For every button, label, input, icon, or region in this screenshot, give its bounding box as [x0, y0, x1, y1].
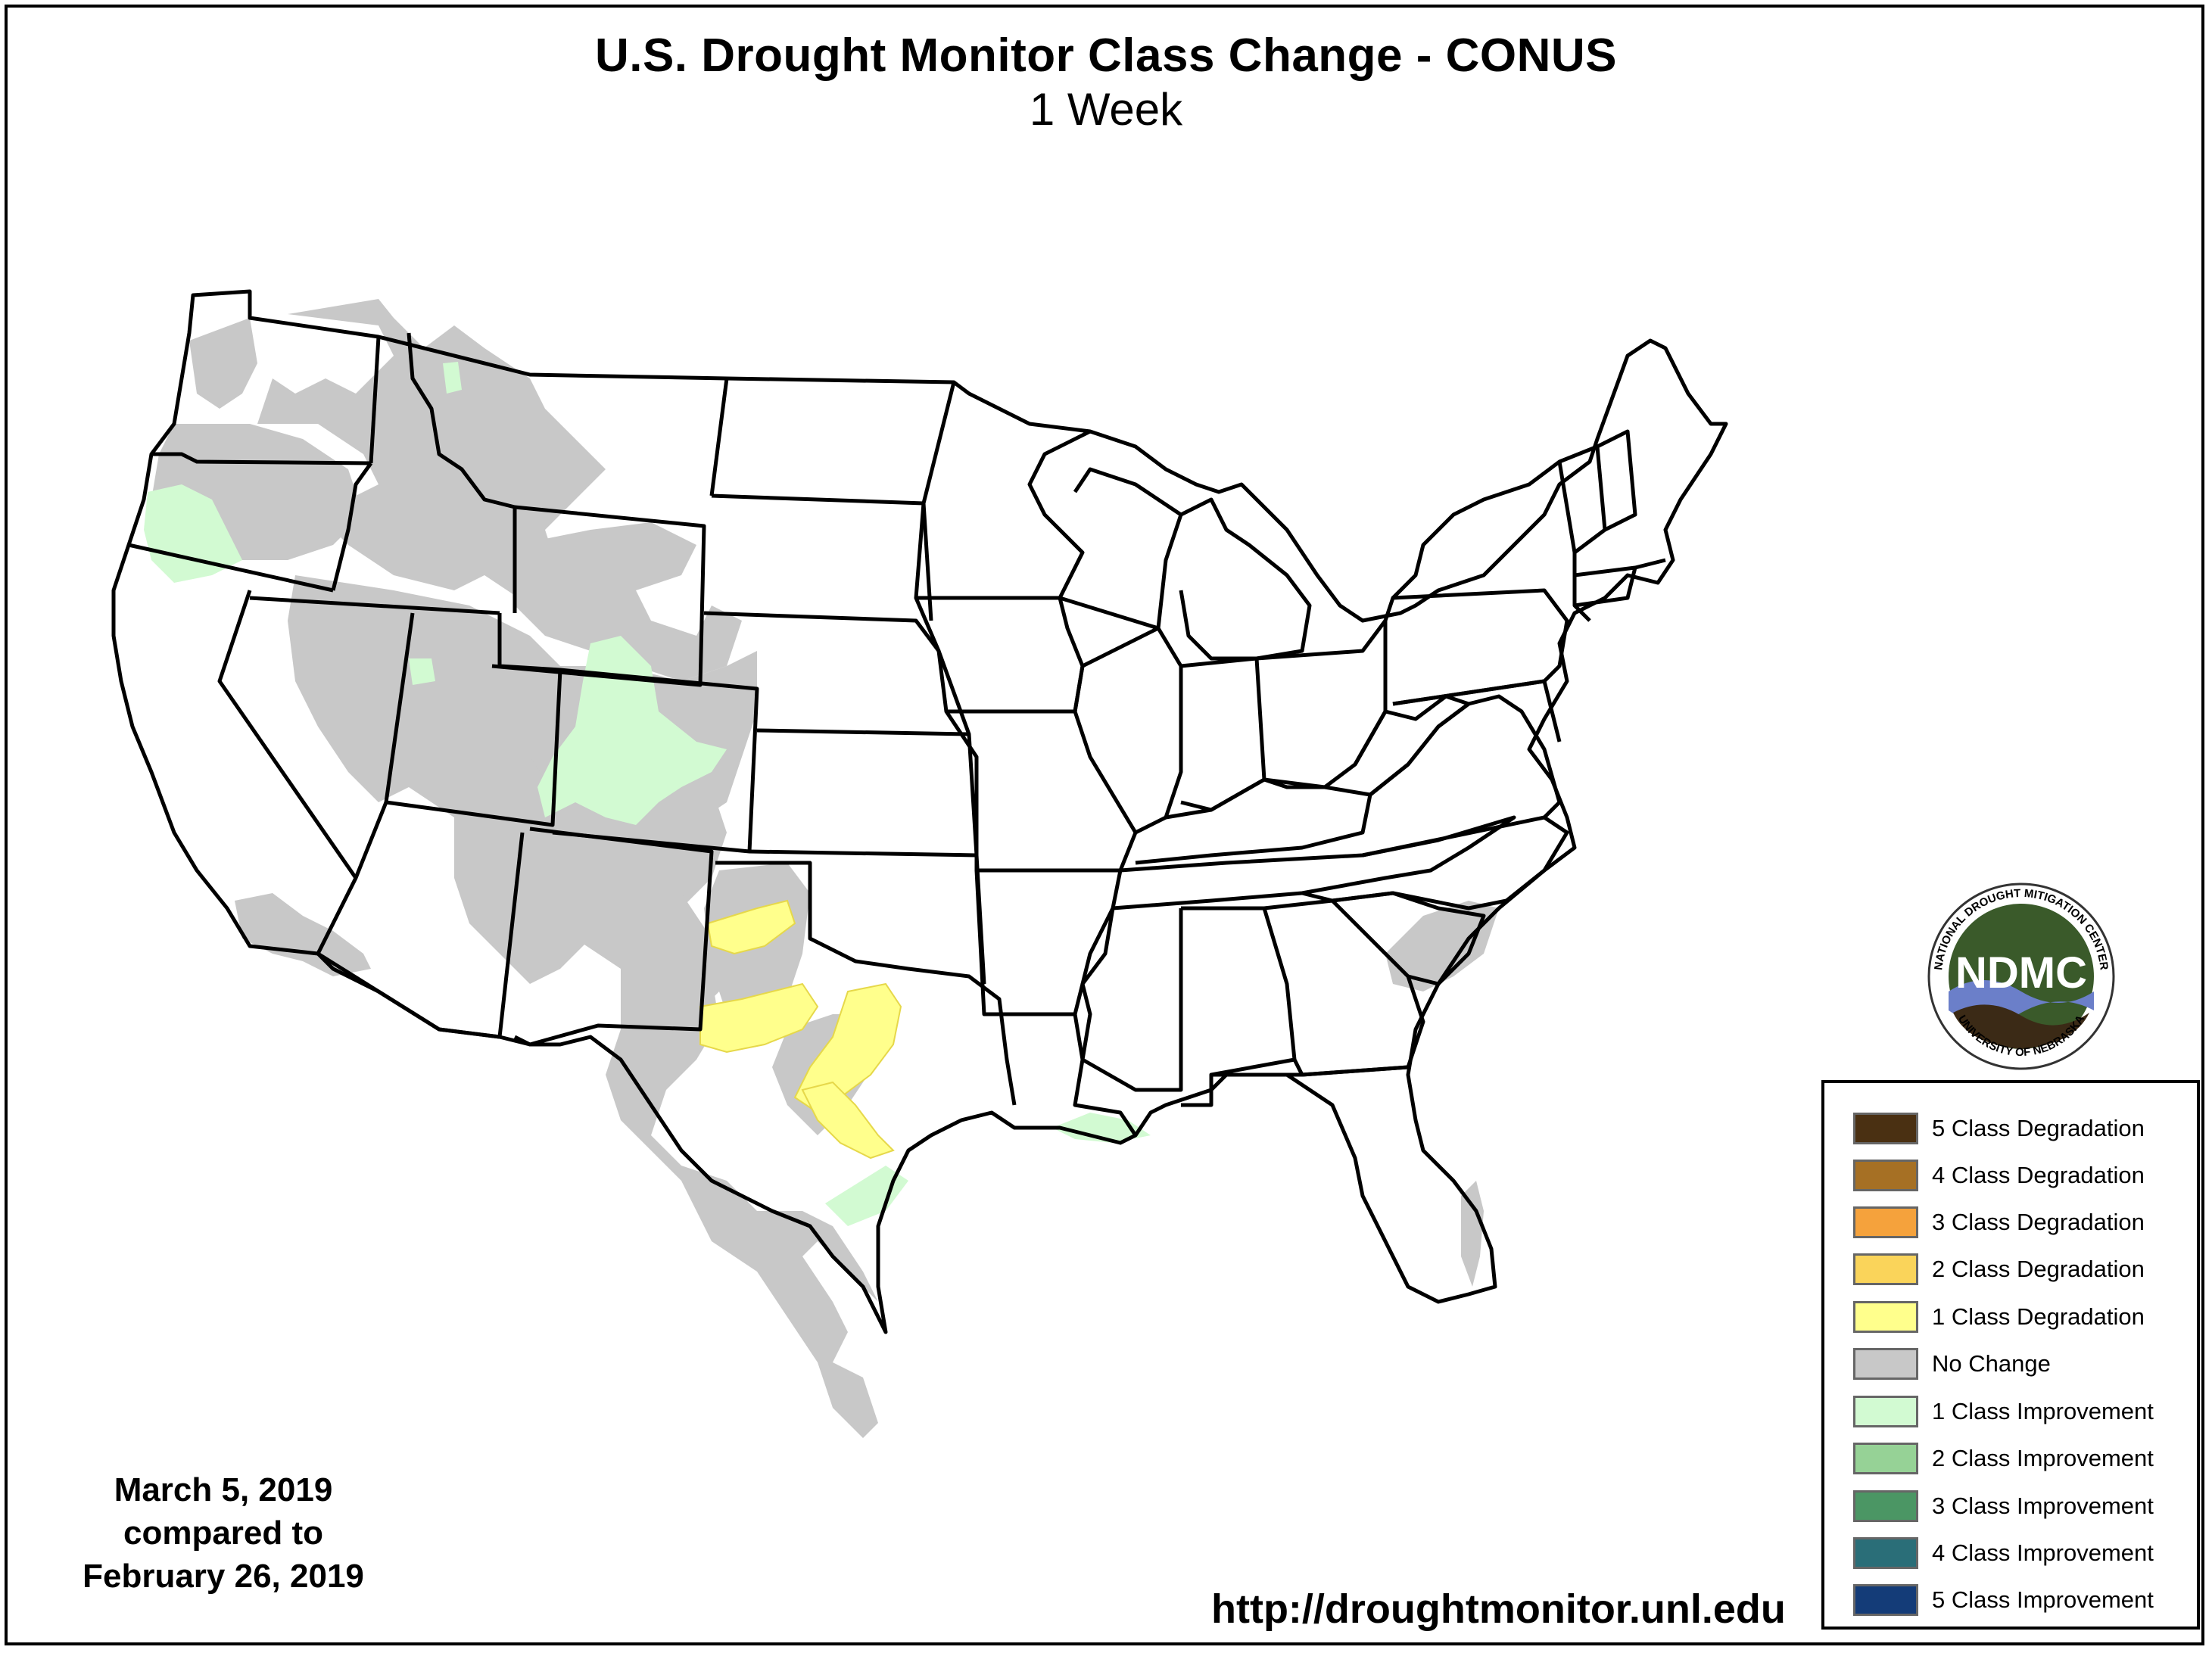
legend-swatch [1853, 1113, 1918, 1144]
nebraska-border [703, 611, 971, 735]
idaho-nevada-utah-border [249, 596, 500, 615]
improvement-regions [144, 362, 1151, 1226]
legend-swatch [1853, 1396, 1918, 1427]
previous-date: February 26, 2019 [83, 1558, 364, 1595]
legend-swatch [1853, 1301, 1918, 1333]
arkansas-border [974, 870, 1123, 1016]
improvement-utah-north [409, 658, 435, 685]
improvement-texas-south [825, 1166, 908, 1226]
legend-swatch [1853, 1253, 1918, 1285]
legend-label: 3 Class Improvement [1932, 1493, 2154, 1519]
new-england-borders [1559, 429, 1666, 608]
legend-item-3-degradation: 3 Class Degradation [1853, 1206, 2145, 1239]
source-url-link[interactable]: http://droughtmonitor.unl.edu [1211, 1586, 1786, 1632]
no-change-wyoming [515, 522, 742, 681]
missouri-border [944, 710, 1138, 873]
improvement-colorado [537, 636, 727, 825]
wyoming-border [491, 505, 706, 687]
no-change-regions [151, 299, 1499, 1438]
legend-swatch [1853, 1537, 1918, 1569]
minnesota-border [914, 429, 1092, 600]
texas-border [715, 861, 1017, 1106]
date-connector: compared to [123, 1514, 324, 1552]
no-change-california-south [235, 893, 371, 976]
mississippi-border [1080, 907, 1183, 1092]
legend-label: 3 Class Degradation [1932, 1209, 2145, 1235]
legend-swatch [1853, 1584, 1918, 1616]
arizona-border [316, 802, 525, 1039]
legend-label: 1 Class Improvement [1932, 1398, 2154, 1424]
logo-soil-wave [1953, 1004, 2089, 1049]
improvement-idaho-panhandle [443, 362, 462, 394]
legend-item-4-degradation: 4 Class Degradation [1853, 1159, 2145, 1192]
washington-idaho-border [369, 336, 381, 464]
maryland-delaware-border [1392, 679, 1562, 742]
legend-item-2-improvement: 2 Class Improvement [1853, 1442, 2154, 1475]
legend-item-1-improvement: 1 Class Improvement [1853, 1395, 2154, 1428]
legend-item-4-improvement: 4 Class Improvement [1853, 1536, 2154, 1570]
no-change-texas-west [606, 946, 878, 1438]
ohio-border [1256, 618, 1388, 789]
degradation-texas-west [699, 982, 819, 1054]
illinois-border [1073, 626, 1183, 835]
florida-border [1211, 1065, 1409, 1077]
map-legend: 5 Class Degradation 4 Class Degradation … [1821, 1080, 2200, 1630]
degradation-texas-panhandle [706, 899, 796, 955]
washington-oregon-border [151, 452, 372, 465]
map-subtitle: 1 Week [1029, 84, 1183, 135]
legend-swatch [1853, 1443, 1918, 1474]
comparison-dates: March 5, 2019 compared to February 26, 2… [45, 1468, 401, 1598]
new-york-border [1391, 459, 1591, 622]
legend-item-1-degradation: 1 Class Degradation [1853, 1300, 2145, 1334]
no-change-florida [1461, 1181, 1484, 1287]
oregon-california-border [128, 543, 334, 593]
improvement-oregon-coast [144, 484, 242, 583]
utah-border [384, 612, 562, 827]
no-change-carolina [1385, 901, 1499, 991]
legend-swatch [1853, 1348, 1918, 1380]
new-mexico-border [513, 826, 714, 1047]
legend-label: 4 Class Degradation [1932, 1162, 2145, 1188]
montana-dakota-border [921, 381, 956, 504]
oregon-idaho-border [331, 462, 373, 591]
map-frame [5, 5, 2204, 1645]
legend-item-no-change: No Change [1853, 1347, 2051, 1381]
state-boundaries [111, 289, 1728, 1334]
idaho-montana-border [407, 332, 517, 613]
legend-label: 2 Class Degradation [1932, 1256, 2145, 1282]
legend-item-2-degradation: 2 Class Degradation [1853, 1253, 2145, 1286]
legend-label: No Change [1932, 1350, 2051, 1377]
degradation-texas-south [801, 1081, 895, 1160]
north-carolina-border [1301, 815, 1569, 911]
kansas-border [756, 728, 979, 856]
legend-label: 4 Class Improvement [1932, 1539, 2154, 1566]
west-virginia-border [1353, 694, 1471, 796]
legend-item-5-degradation: 5 Class Degradation [1853, 1112, 2145, 1145]
legend-swatch [1853, 1490, 1918, 1522]
iowa-border [914, 597, 1085, 714]
legend-swatch [1853, 1206, 1918, 1238]
louisiana-border [999, 1012, 1138, 1137]
michigan-border [1179, 497, 1312, 661]
no-change-northwest [189, 299, 606, 605]
legend-label: 5 Class Degradation [1932, 1115, 2145, 1141]
legend-label: 5 Class Improvement [1932, 1586, 2154, 1613]
south-dakota-border [711, 493, 933, 621]
map-title: U.S. Drought Monitor Class Change - CONU… [594, 30, 1618, 82]
kentucky-border [1135, 777, 1372, 865]
legend-label: 2 Class Improvement [1932, 1445, 2154, 1471]
legend-item-5-improvement: 5 Class Improvement [1853, 1583, 2154, 1617]
degradation-regions [699, 899, 902, 1160]
ndmc-logo: NDMC NATIONAL DROUGHT MITIGATION CENTER … [1927, 883, 2115, 1070]
logo-text: NDMC [1955, 948, 2087, 998]
legend-label: 1 Class Degradation [1932, 1303, 2145, 1330]
current-date: March 5, 2019 [114, 1471, 333, 1508]
nevada-border [217, 590, 358, 879]
legend-swatch [1853, 1160, 1918, 1191]
legend-item-3-improvement: 3 Class Improvement [1853, 1490, 2154, 1523]
tennessee-border [1112, 815, 1516, 911]
north-dakota-border [709, 378, 729, 497]
